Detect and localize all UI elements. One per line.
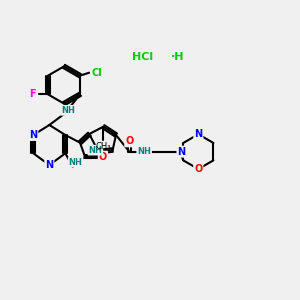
Text: NH: NH <box>69 158 82 167</box>
Text: O: O <box>194 164 202 174</box>
Text: NH: NH <box>137 147 151 156</box>
Text: F: F <box>30 89 36 99</box>
Text: NH: NH <box>61 106 75 115</box>
Text: N: N <box>194 129 202 139</box>
Text: N: N <box>29 130 38 140</box>
Text: HCl: HCl <box>132 52 153 62</box>
Text: Cl: Cl <box>91 68 102 78</box>
Text: O: O <box>125 136 134 146</box>
Text: CH₃: CH₃ <box>96 142 111 151</box>
Text: NH: NH <box>88 146 102 155</box>
Text: N: N <box>177 147 186 157</box>
Text: O: O <box>99 152 107 162</box>
Text: N: N <box>45 160 53 170</box>
Text: ·H: ·H <box>171 52 184 62</box>
